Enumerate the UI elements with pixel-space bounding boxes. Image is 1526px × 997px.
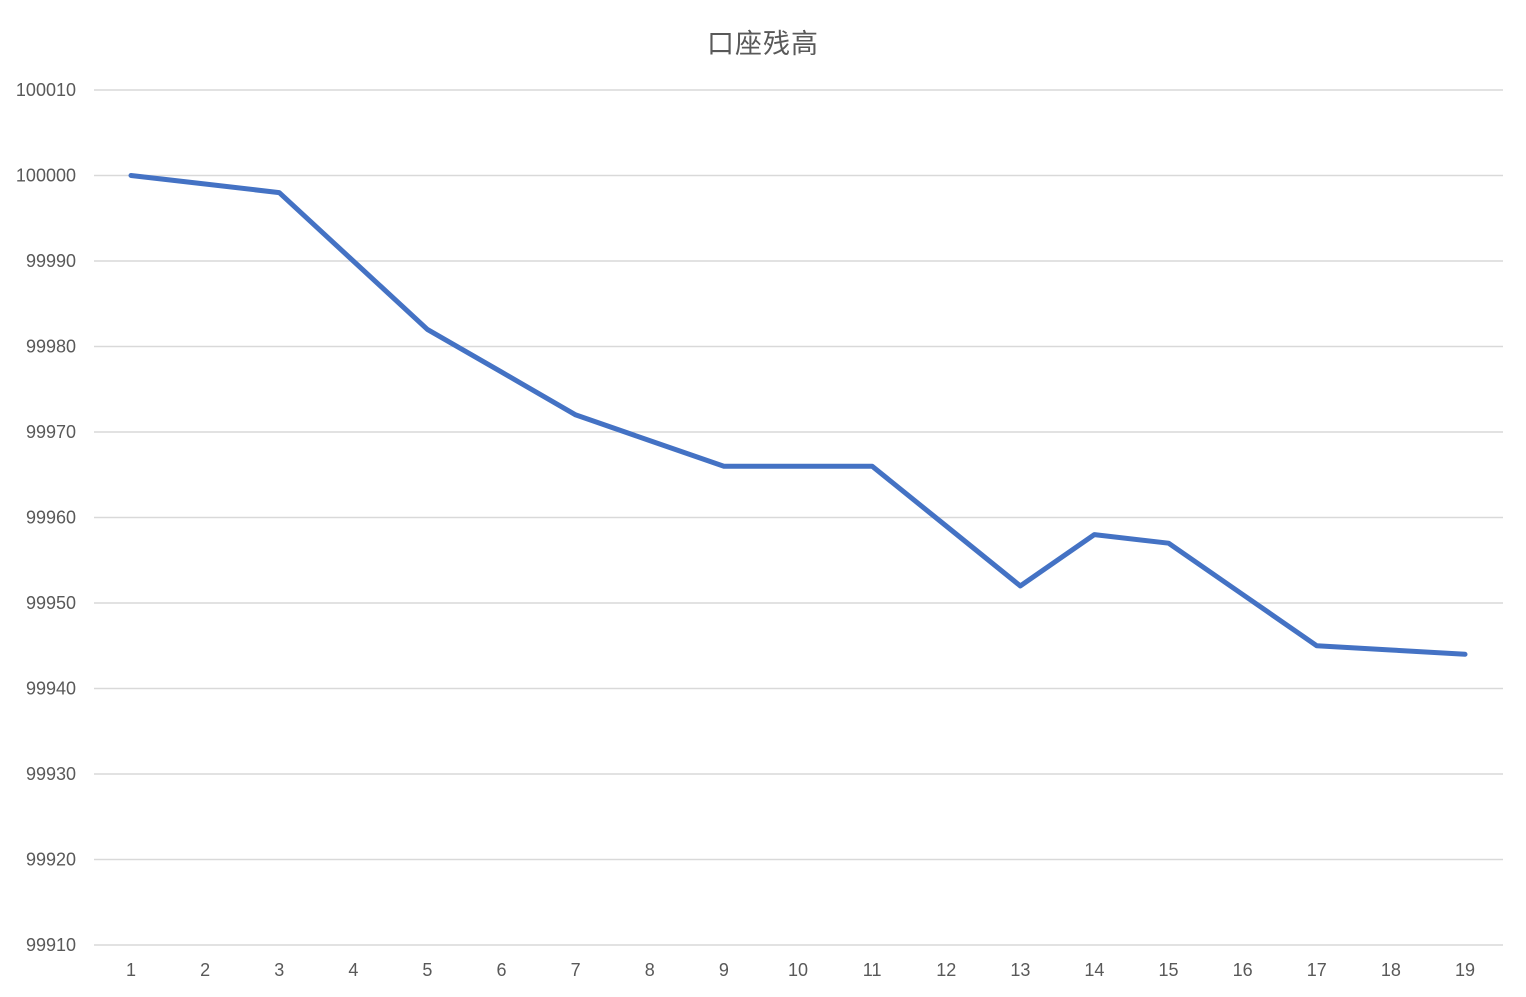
y-tick-label: 99930 (26, 764, 76, 784)
y-tick-label: 100010 (16, 80, 76, 100)
y-tick-label: 99980 (26, 337, 76, 357)
y-tick-label: 99990 (26, 251, 76, 271)
x-tick-label: 2 (200, 960, 210, 980)
y-tick-label: 99910 (26, 935, 76, 955)
x-tick-label: 12 (936, 960, 956, 980)
x-tick-label: 7 (571, 960, 581, 980)
x-tick-label: 3 (274, 960, 284, 980)
x-tick-label: 1 (126, 960, 136, 980)
x-tick-label: 13 (1010, 960, 1030, 980)
y-tick-label: 99960 (26, 508, 76, 528)
x-tick-label: 5 (422, 960, 432, 980)
y-axis-tick-labels: 99910 99920 99930 99940 99950 99960 99970 99980… (16, 80, 76, 955)
y-tick-label: 99940 (26, 679, 76, 699)
x-tick-label: 16 (1233, 960, 1253, 980)
x-tick-label: 6 (497, 960, 507, 980)
y-tick-label: 100000 (16, 166, 76, 186)
x-tick-label: 9 (719, 960, 729, 980)
x-tick-label: 18 (1381, 960, 1401, 980)
y-tick-label: 99950 (26, 593, 76, 613)
x-tick-label: 15 (1159, 960, 1179, 980)
y-tick-label: 99920 (26, 850, 76, 870)
x-tick-label: 14 (1084, 960, 1104, 980)
x-tick-label: 10 (788, 960, 808, 980)
y-tick-label: 99970 (26, 422, 76, 442)
x-tick-label: 4 (348, 960, 358, 980)
x-tick-label: 17 (1307, 960, 1327, 980)
x-tick-label: 19 (1455, 960, 1475, 980)
x-axis-tick-labels: 1 2 3 4 5 6 7 8 9 10 11 12 13 14 15 16 17 18 19 (126, 960, 1475, 980)
x-tick-label: 11 (863, 960, 882, 980)
series-line (128, 173, 1468, 657)
chart-title: 口座残高 (707, 29, 819, 60)
x-tick-label: 8 (645, 960, 655, 980)
gridlines (94, 89, 1503, 946)
series-layer (128, 173, 1468, 657)
